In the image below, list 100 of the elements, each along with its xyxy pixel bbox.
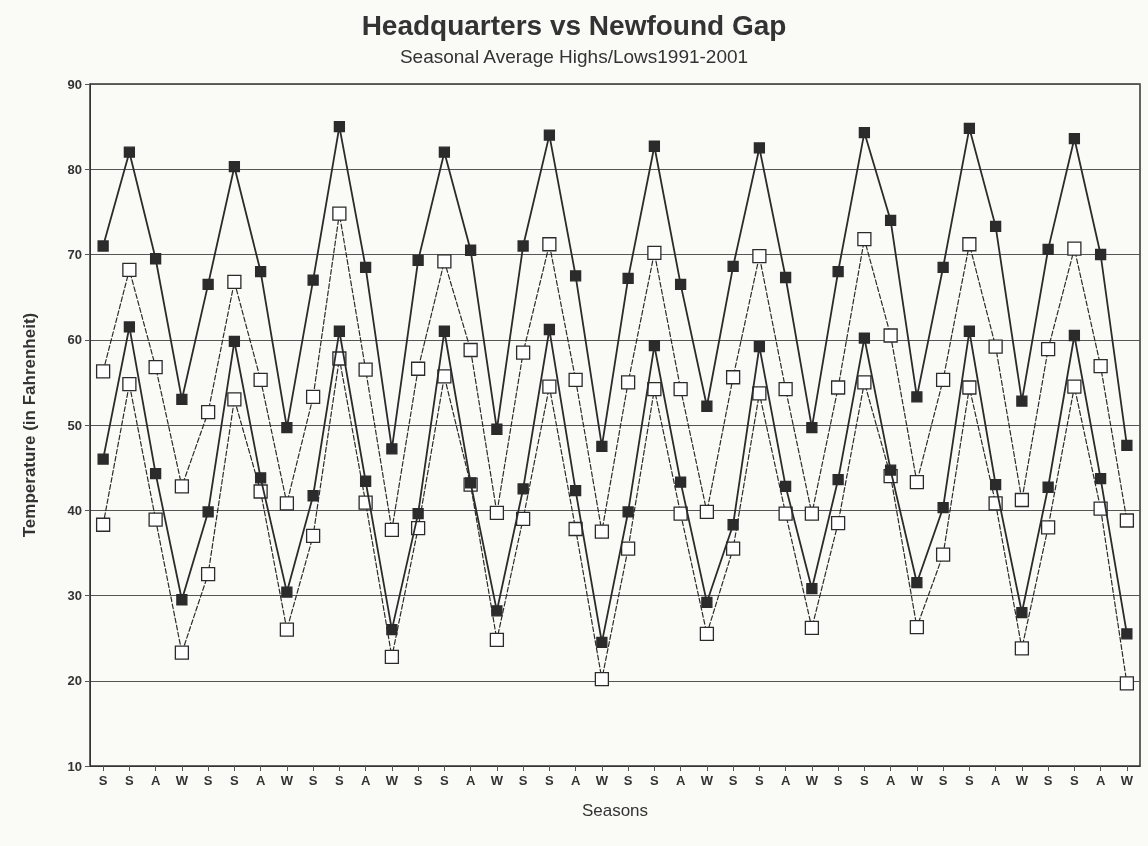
point: [279, 622, 295, 637]
x-tick-label: S: [335, 773, 345, 788]
x-tick-label: S: [518, 773, 528, 788]
point: [1121, 628, 1133, 640]
point: [1068, 329, 1081, 342]
x-tick-label: S: [650, 773, 660, 788]
point: [332, 206, 347, 221]
x-tick-label: S: [938, 773, 948, 788]
point: [305, 528, 321, 543]
point: [778, 382, 793, 397]
point: [596, 440, 608, 452]
x-tick-label: A: [990, 773, 1001, 788]
point: [253, 372, 268, 387]
point: [673, 382, 688, 397]
x-tick-label: A: [570, 773, 581, 788]
point: [909, 619, 925, 635]
point: [542, 237, 557, 252]
point: [517, 483, 529, 495]
point: [149, 253, 162, 265]
x-tick-label: W: [490, 773, 504, 788]
x-tick-label: S: [413, 773, 423, 788]
y-tick-label: 30: [67, 588, 82, 603]
y-tick-label: 20: [67, 673, 82, 689]
point: [1067, 241, 1082, 256]
point: [674, 476, 687, 488]
point: [753, 340, 766, 353]
x-tick-label: S: [98, 773, 108, 788]
point: [594, 671, 610, 687]
point: [911, 391, 923, 403]
point: [673, 506, 688, 521]
x-tick-label: S: [440, 773, 450, 788]
point: [1014, 641, 1030, 656]
point: [410, 361, 426, 376]
point: [569, 484, 582, 497]
point: [176, 594, 188, 606]
point: [1040, 341, 1056, 357]
x-tick-label: S: [545, 773, 555, 788]
point: [647, 382, 662, 397]
point: [489, 632, 505, 647]
point: [97, 240, 109, 252]
point: [281, 421, 293, 434]
point: [622, 506, 634, 518]
point: [95, 517, 111, 532]
point: [909, 474, 925, 490]
x-tick-label: S: [203, 773, 213, 788]
point: [1014, 492, 1030, 508]
point: [384, 522, 400, 538]
point: [174, 479, 190, 494]
point: [937, 502, 949, 514]
point: [988, 339, 1003, 354]
point: [491, 605, 503, 617]
point: [464, 244, 477, 256]
point: [804, 620, 820, 636]
point: [935, 372, 951, 387]
point: [806, 421, 818, 434]
point: [962, 237, 977, 252]
y-tick-label: 50: [67, 417, 82, 433]
x-tick-label: W: [805, 773, 819, 788]
point: [699, 504, 715, 520]
x-axis-title: Seasons: [581, 801, 649, 820]
point: [1067, 379, 1082, 394]
x-tick-label: W: [910, 773, 924, 788]
x-tick-label: W: [700, 773, 714, 788]
point: [752, 249, 767, 264]
point: [1016, 606, 1028, 619]
point: [858, 332, 871, 344]
x-tick-label: A: [150, 773, 161, 788]
point: [122, 262, 137, 277]
point: [95, 364, 111, 379]
point: [1119, 676, 1135, 691]
point: [830, 515, 846, 531]
point: [727, 519, 739, 531]
point: [1042, 243, 1054, 256]
chart-subtitle: Seasonal Average Highs/Lows1991-2001: [399, 46, 749, 67]
x-tick-label: S: [125, 773, 135, 788]
point: [542, 379, 557, 394]
point: [832, 265, 844, 278]
x-tick-label: S: [1043, 773, 1053, 788]
point: [359, 475, 372, 487]
x-tick-label: S: [308, 773, 318, 788]
point: [1042, 481, 1054, 493]
x-tick-label: A: [885, 773, 896, 788]
point: [884, 464, 897, 476]
point: [200, 405, 216, 420]
point: [515, 345, 531, 360]
point: [830, 380, 846, 395]
point: [333, 120, 346, 133]
point: [648, 340, 661, 352]
point: [620, 375, 636, 390]
point: [1119, 513, 1135, 528]
point: [622, 272, 634, 285]
x-tick-label: S: [1070, 773, 1080, 788]
point: [254, 265, 267, 278]
point: [858, 126, 871, 139]
x-tick-label: W: [1120, 773, 1134, 788]
point: [620, 541, 636, 556]
y-axis-title: Temperature (in Fahrenheit): [20, 312, 39, 538]
point: [517, 240, 529, 252]
point: [438, 146, 451, 158]
point: [307, 490, 319, 502]
